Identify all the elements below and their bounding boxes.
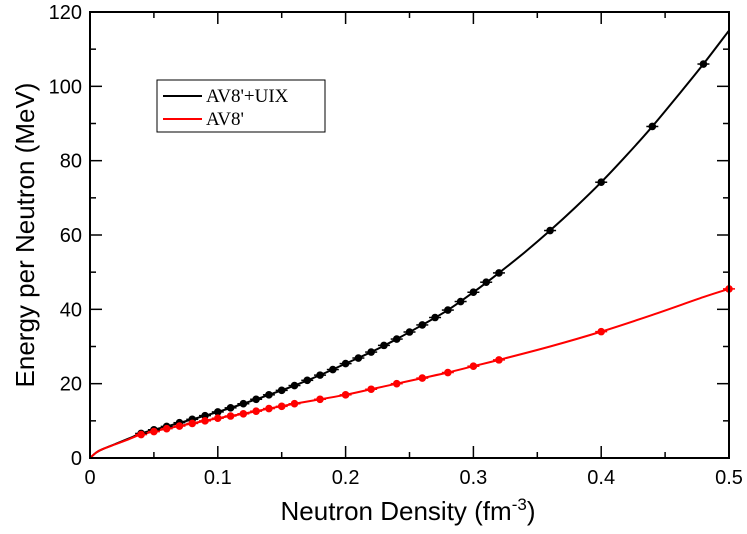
data-point bbox=[546, 226, 554, 235]
data-point bbox=[214, 414, 222, 423]
data-point bbox=[392, 335, 401, 343]
data-point bbox=[482, 278, 490, 287]
x-tick-label: 0.2 bbox=[332, 467, 360, 489]
data-point bbox=[188, 419, 197, 428]
legend-box bbox=[156, 79, 326, 133]
data-point bbox=[367, 348, 375, 356]
data-point bbox=[418, 374, 427, 382]
y-tick-label: 20 bbox=[60, 374, 82, 396]
data-point bbox=[162, 424, 171, 433]
data-point bbox=[405, 328, 414, 336]
data-point bbox=[239, 399, 248, 408]
data-point bbox=[469, 288, 478, 297]
data-point bbox=[252, 407, 260, 415]
data-point bbox=[239, 409, 248, 418]
x-tick-label: 0.3 bbox=[459, 467, 487, 489]
y-tick-label: 80 bbox=[60, 151, 82, 173]
y-tick-label: 40 bbox=[60, 299, 82, 321]
legend: AV8'+UIX AV8' bbox=[156, 79, 326, 133]
data-point bbox=[226, 404, 235, 412]
data-point bbox=[341, 391, 350, 399]
x-tick-labels: 0 0.1 0.2 0.3 0.4 0.5 bbox=[84, 467, 742, 489]
data-point bbox=[201, 417, 209, 425]
data-point bbox=[316, 371, 324, 379]
y-tick-label: 60 bbox=[60, 225, 82, 247]
data-point bbox=[214, 408, 222, 416]
x-tick-label: 0.4 bbox=[587, 467, 615, 489]
x-axis-label-exponent: -3 bbox=[512, 495, 527, 514]
tick-marks bbox=[89, 11, 730, 459]
x-axis-label-suffix: ) bbox=[527, 496, 536, 526]
data-point bbox=[341, 359, 350, 368]
y-tick-label: 0 bbox=[71, 448, 82, 470]
x-tick-label: 0.1 bbox=[204, 467, 232, 489]
series-points bbox=[135, 60, 735, 439]
data-point bbox=[380, 341, 388, 350]
data-point bbox=[495, 356, 503, 364]
data-point bbox=[265, 391, 273, 399]
x-axis-label-main: Neutron Density (fm bbox=[281, 496, 512, 526]
data-point bbox=[597, 327, 605, 336]
data-point bbox=[316, 395, 324, 404]
data-point bbox=[201, 411, 209, 420]
data-point bbox=[444, 306, 452, 314]
plot-frame bbox=[89, 11, 730, 459]
legend-label-av8-uix: AV8'+UIX bbox=[206, 86, 289, 107]
data-point bbox=[290, 399, 299, 408]
data-point bbox=[303, 376, 312, 385]
data-point bbox=[354, 354, 363, 362]
legend-label-av8: AV8' bbox=[206, 109, 244, 130]
data-point bbox=[699, 60, 708, 68]
x-tick-label: 0.5 bbox=[715, 467, 743, 489]
data-point bbox=[367, 385, 375, 394]
x-axis-label: Neutron Density (fm-3) bbox=[281, 495, 536, 526]
data-point bbox=[265, 404, 273, 413]
data-point bbox=[252, 395, 260, 404]
data-point bbox=[418, 321, 427, 329]
data-point bbox=[329, 365, 337, 374]
x-tick-label: 0 bbox=[84, 467, 95, 489]
data-point bbox=[456, 297, 465, 306]
data-point bbox=[277, 386, 286, 395]
data-point bbox=[648, 122, 657, 131]
data-point bbox=[597, 178, 605, 187]
y-tick-label: 100 bbox=[49, 76, 82, 98]
data-point bbox=[226, 412, 235, 420]
data-point bbox=[431, 313, 439, 322]
data-point bbox=[175, 422, 184, 430]
y-tick-labels: 0 20 40 60 80 100 120 bbox=[49, 2, 82, 470]
y-axis-label: Energy per Neutron (MeV) bbox=[10, 83, 40, 388]
y-tick-label: 120 bbox=[49, 2, 82, 24]
data-point bbox=[469, 362, 478, 370]
data-point bbox=[150, 427, 158, 436]
data-point bbox=[277, 402, 286, 411]
series-line-1 bbox=[89, 287, 730, 459]
data-point bbox=[392, 379, 401, 388]
data-point bbox=[444, 368, 452, 377]
data-point bbox=[290, 381, 299, 390]
data-point bbox=[137, 430, 145, 439]
data-point bbox=[495, 269, 503, 277]
